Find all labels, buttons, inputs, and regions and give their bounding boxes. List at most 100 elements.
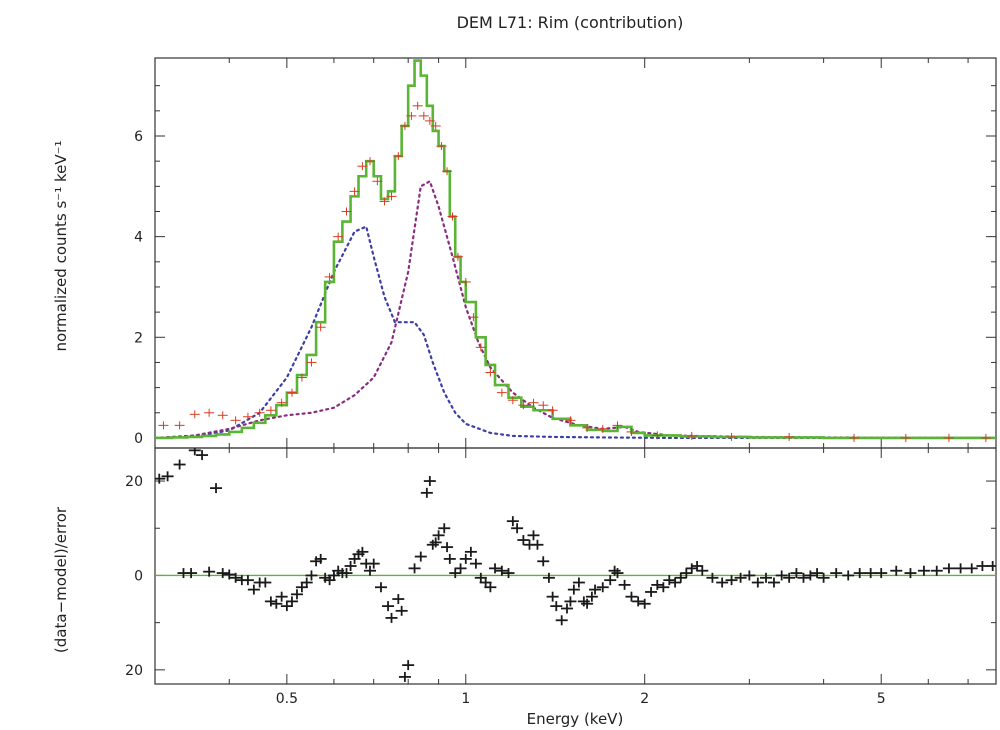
spectrum-plot-area [155,59,996,442]
residual-point [751,577,764,588]
residual-point [511,523,524,534]
residual-point [954,563,967,574]
residual-point [210,483,223,494]
residual-point [537,556,550,567]
residual-point [270,598,283,609]
residual-point [811,568,824,579]
residual-point [904,568,917,579]
data-point [582,423,593,432]
data-point [230,416,241,425]
residual-point [663,575,676,586]
data-point [686,431,697,440]
total-model-line [155,59,996,440]
residual-point [555,615,568,626]
residual-point [542,572,555,583]
data-point [393,152,404,161]
residual-point [572,577,585,588]
data-point [324,272,335,281]
residual-point [775,570,788,581]
data-point [538,401,549,410]
data-point [518,401,529,410]
spectrum-y-tick-label: 6 [134,129,143,145]
data-point [296,373,307,382]
residual-point [223,569,236,580]
data-point [242,412,253,421]
residual-point [790,568,803,579]
residual-point [305,570,318,581]
residual-point [203,566,216,577]
residual-point [632,596,645,607]
residual-point [502,568,515,579]
data-point [254,408,265,417]
residual-point [890,565,903,576]
residual-point [842,570,855,581]
data-point [379,197,390,206]
residual-point [429,537,442,548]
residual-point [395,605,408,616]
spectrum-y-tick-label: 4 [134,230,143,246]
residual-point [443,553,456,564]
residual-plot-area [155,448,996,682]
residual-point [314,553,327,564]
residual-point [527,530,540,541]
data-point [412,101,423,110]
residual-point [185,568,198,579]
residual-point [986,561,996,571]
residual-point [743,570,756,581]
residual-panel: 20 0 20 0.5 1 2 5 [125,447,997,707]
data-point [418,111,429,120]
residual-point [408,563,421,574]
residual-point [638,598,651,609]
residual-point [864,568,877,579]
data-point [626,427,637,436]
residual-point [651,579,664,590]
data-point [430,121,441,130]
data-point [204,408,215,417]
residual-point [976,561,989,571]
residual-point [229,572,242,583]
residual-point [596,582,609,593]
data-point [217,411,228,420]
data-point [943,433,954,442]
residual-point [285,596,298,607]
data-point [485,368,496,377]
residual-point [546,591,559,602]
residual-point [398,671,411,682]
residual-point [942,563,955,574]
data-point [333,232,344,241]
residual-point [196,450,209,461]
residual-point [449,568,462,579]
data-point [357,162,368,171]
residual-point [560,603,573,614]
residual-point [423,476,436,487]
data-point [306,358,317,367]
data-point [496,388,507,397]
residual-point [760,572,773,583]
residual-point [680,568,693,579]
residual-point [464,546,477,557]
data-point [442,167,453,176]
residual-point [382,601,395,612]
data-point [364,157,375,166]
data-point [468,313,479,322]
data-point [424,116,435,125]
residual-y-tick-label: 20 [125,474,143,490]
data-point [547,406,558,415]
residual-point [363,565,376,576]
data-point [726,432,737,441]
residual-point [188,448,201,456]
residual-point [275,591,288,602]
residual-point [585,591,598,602]
spectrum-y-tick-label: 0 [134,431,143,447]
residual-point [247,584,260,595]
data-point [849,433,860,442]
residual-point [853,568,866,579]
x-tick-label: 1 [461,691,470,707]
residual-point [581,598,594,609]
residual-point [725,575,738,586]
residual-point [589,584,602,595]
residual-point [577,596,590,607]
residual-point [374,582,387,593]
residual-point [797,572,810,583]
residual-point [426,539,439,550]
